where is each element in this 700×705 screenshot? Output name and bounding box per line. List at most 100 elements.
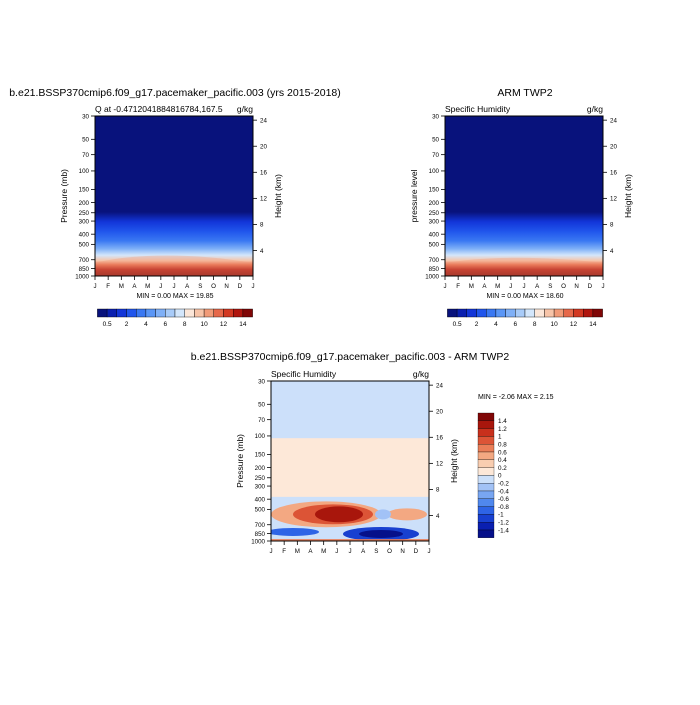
x-tick-label: S <box>374 548 378 555</box>
min-max-label: MIN = 0.00 MAX = 19.85 <box>136 293 213 300</box>
y-tick-label: 150 <box>429 187 440 194</box>
x-tick-label: D <box>238 283 243 290</box>
colorbar-label: -0.4 <box>498 488 509 495</box>
x-tick-label: J <box>251 283 254 290</box>
colorbar-label: 1.2 <box>498 426 507 433</box>
colorbar-swatch <box>116 308 127 318</box>
y2-tick-label: 8 <box>610 222 614 229</box>
y-tick-label: 300 <box>79 218 90 225</box>
colorbar: 1.41.210.80.60.40.20-0.2-0.4-0.6-0.8-1-1… <box>477 412 509 538</box>
colorbar-swatch <box>524 308 535 318</box>
x-tick-label: J <box>172 283 175 290</box>
colorbar-label: -1.2 <box>498 520 509 527</box>
x-tick-label: D <box>414 548 419 555</box>
x-tick-label: J <box>269 548 272 555</box>
colorbar-swatch <box>97 308 108 318</box>
colorbar-label: 0.6 <box>498 449 507 456</box>
min-max-label: MIN = 0.00 MAX = 18.60 <box>486 293 563 300</box>
x-tick-label: A <box>132 283 137 290</box>
y-tick-label: 200 <box>79 200 90 207</box>
colorbar-swatch <box>203 308 215 318</box>
colorbar-label: 6 <box>163 321 167 328</box>
y-tick-label: 400 <box>255 496 266 503</box>
colorbar-label: -0.6 <box>498 496 509 503</box>
y-tick-label: 850 <box>429 266 440 273</box>
y-tick-label: 300 <box>429 218 440 225</box>
x-tick-label: J <box>348 548 351 555</box>
x-tick-label: F <box>282 548 286 555</box>
x-tick-label: N <box>224 283 228 290</box>
panel-left-label: Specific Humidity <box>271 369 337 379</box>
x-tick-label: J <box>159 283 162 290</box>
y-tick-label: 1000 <box>75 273 89 280</box>
y2-tick-label: 24 <box>610 117 617 124</box>
colorbar-swatch <box>477 490 495 499</box>
y-tick-label: 1000 <box>425 273 439 280</box>
y-tick-label: 700 <box>79 257 90 264</box>
colorbar-swatch <box>477 529 495 538</box>
colorbar-swatch <box>477 428 495 437</box>
y2-tick-label: 16 <box>436 435 443 442</box>
colorbar-swatch <box>505 308 516 318</box>
y-tick-label: 100 <box>255 433 266 440</box>
y-tick-label: 30 <box>258 378 265 385</box>
difference-field <box>271 381 429 541</box>
colorbar-label: 14 <box>589 321 597 328</box>
y-tick-label: 300 <box>255 483 266 490</box>
y2-tick-label: 8 <box>436 487 440 494</box>
y-axis-label: Pressure (mb) <box>59 169 69 223</box>
humidity-field <box>95 116 253 276</box>
y-tick-label: 50 <box>258 402 265 409</box>
x-tick-label: J <box>522 283 525 290</box>
panel-obs: ARM TWP2 Specific Humidity g/kg 30 50 70 10… <box>409 87 633 328</box>
colorbar-swatch <box>477 475 495 484</box>
y-tick-label: 500 <box>255 507 266 514</box>
x-tick-label: A <box>361 548 366 555</box>
x-tick-label: J <box>427 548 430 555</box>
colorbar-swatch <box>553 308 564 318</box>
colorbar-swatch <box>126 308 137 318</box>
y2-tick-label: 20 <box>260 144 267 151</box>
y-tick-label: 250 <box>79 210 90 217</box>
min-max-label: MIN = -2.06 MAX = 2.15 <box>478 394 554 401</box>
colorbar-swatch <box>573 308 584 318</box>
y-tick-label: 30 <box>432 113 439 120</box>
colorbar-swatch <box>223 308 234 318</box>
colorbar-swatch <box>515 308 526 318</box>
y-tick-label: 70 <box>432 152 439 159</box>
x-tick-label: S <box>198 283 202 290</box>
colorbar-label: 4 <box>494 321 498 328</box>
y2-tick-label: 24 <box>436 382 443 389</box>
colorbar-label: 12 <box>570 321 578 328</box>
colorbar-label: 0 <box>498 473 502 480</box>
y-tick-label: 250 <box>255 475 266 482</box>
colorbar-swatch <box>447 308 458 318</box>
colorbar-swatch <box>477 522 495 531</box>
y2-tick-label: 4 <box>610 248 614 255</box>
x-tick-label: A <box>185 283 190 290</box>
x-tick-label: M <box>321 548 326 555</box>
colorbar-label: 0.5 <box>103 321 112 328</box>
colorbar-swatch <box>106 308 117 318</box>
y-axis-label: Pressure (mb) <box>235 434 245 488</box>
y-tick-label: 400 <box>429 231 440 238</box>
colorbar-label: -0.2 <box>498 481 509 488</box>
colorbar-swatch <box>477 451 495 460</box>
y2-axis-label: Height (km) <box>623 174 633 218</box>
y-tick-label: 700 <box>255 522 266 529</box>
colorbar-label: 8 <box>533 321 537 328</box>
colorbar-label: 4 <box>144 321 148 328</box>
panel-right-label: g/kg <box>413 369 429 379</box>
colorbar-swatch <box>477 436 495 445</box>
y2-tick-label: 4 <box>260 248 264 255</box>
panel-right-label: g/kg <box>237 104 253 114</box>
y-tick-label: 500 <box>429 242 440 249</box>
y2-axis-label: Height (km) <box>273 174 283 218</box>
y-tick-label: 100 <box>79 168 90 175</box>
panel-right-label: g/kg <box>587 104 603 114</box>
colorbar-label: 6 <box>513 321 517 328</box>
x-tick-label: S <box>548 283 552 290</box>
